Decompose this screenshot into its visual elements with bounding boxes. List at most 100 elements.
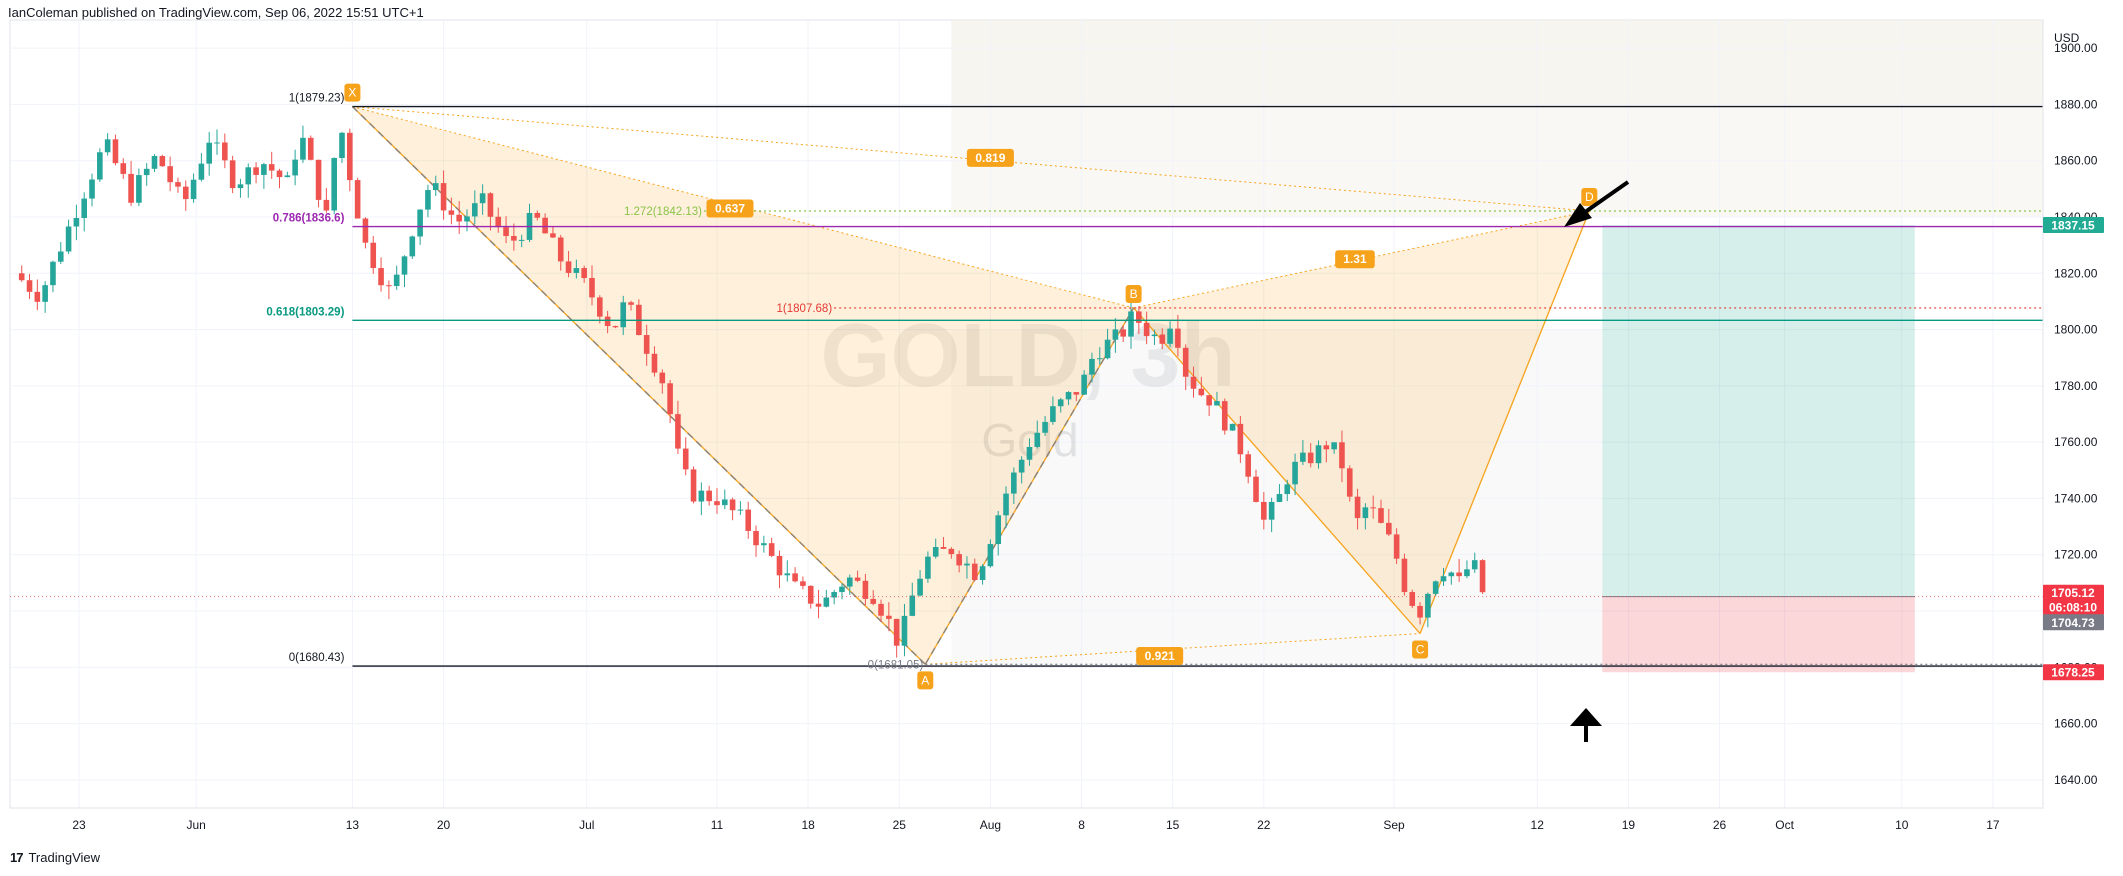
candle <box>823 589 830 608</box>
position-profit-zone <box>1602 225 1915 597</box>
candle-body <box>1339 442 1345 469</box>
candle <box>1300 440 1306 466</box>
symbol-watermark: GOLD, 3h <box>820 306 1235 406</box>
candle-body <box>1417 605 1423 618</box>
candle-body <box>253 167 259 175</box>
candle <box>1018 456 1025 484</box>
candle <box>565 250 572 278</box>
candle-body <box>1143 322 1150 337</box>
candle <box>128 160 134 207</box>
candle <box>1471 552 1478 573</box>
pattern-point-c: C <box>1416 643 1425 657</box>
candle-body <box>761 543 767 546</box>
candle <box>737 501 744 515</box>
candle <box>846 574 853 595</box>
candle-body <box>550 233 556 238</box>
fib-level-label: 0.786(1836.6) <box>273 213 345 225</box>
price-tick-label: 1780.00 <box>2054 379 2098 393</box>
candle-body <box>1003 493 1009 516</box>
candle-body <box>1190 376 1197 389</box>
candle-body <box>901 615 908 646</box>
candle-body <box>1315 445 1322 464</box>
candle-body <box>370 242 377 269</box>
candle <box>1284 479 1291 502</box>
candle-body <box>315 159 322 200</box>
candle <box>190 173 197 203</box>
candle <box>597 295 603 324</box>
price-label-box <box>2043 217 2104 234</box>
candle <box>643 324 650 366</box>
candle-body <box>448 210 455 215</box>
ratio-box <box>966 148 1014 167</box>
candle <box>1464 560 1470 579</box>
price-label-box <box>2043 598 2104 615</box>
candle-body <box>862 580 869 599</box>
candle-body <box>557 237 564 262</box>
candle <box>1362 503 1369 530</box>
candle-body <box>1081 374 1087 395</box>
pattern-leg-cd <box>1419 210 1590 634</box>
candle <box>550 226 556 238</box>
candle-body <box>1261 501 1267 520</box>
candle <box>1401 553 1408 596</box>
candle <box>18 265 25 282</box>
candle-body <box>667 383 673 415</box>
candle <box>761 535 767 553</box>
candle-body <box>229 160 236 189</box>
candle <box>409 235 416 259</box>
candle <box>253 162 259 184</box>
candle <box>307 135 314 161</box>
brand-name[interactable]: TradingView <box>28 850 101 865</box>
candle-body <box>659 372 666 384</box>
fib-level-label: 0(1680.43) <box>289 652 345 664</box>
candle <box>604 310 611 334</box>
candle-body <box>956 554 962 566</box>
ratio-box <box>1136 647 1184 666</box>
candle-body <box>300 137 306 160</box>
candle-body <box>1104 339 1111 359</box>
candle-body <box>886 615 892 619</box>
candle-body <box>565 261 572 273</box>
candle-body <box>323 199 330 211</box>
time-tick-label: 17 <box>1986 818 2000 832</box>
pattern-point-box-d <box>1581 188 1598 207</box>
candle-body <box>268 164 275 171</box>
candle-body <box>597 297 603 317</box>
candle-body <box>831 592 837 598</box>
candle <box>1276 484 1283 503</box>
candle <box>1323 440 1330 463</box>
candle <box>1073 392 1080 401</box>
candle <box>1034 420 1041 449</box>
candle-body <box>1112 329 1119 340</box>
candle-body <box>97 152 103 180</box>
candle-body <box>432 183 439 191</box>
candle <box>1245 450 1251 484</box>
candle <box>628 300 634 311</box>
pattern-point-box-c <box>1412 640 1429 659</box>
tradingview-logo[interactable]: 17 <box>10 850 24 865</box>
candle-body <box>870 598 877 604</box>
candle-body <box>854 577 861 581</box>
price-tick-label: 1880.00 <box>2054 97 2098 111</box>
candle <box>1089 352 1095 383</box>
candle-body <box>182 186 189 200</box>
time-tick-label: 10 <box>1895 818 1909 832</box>
candle <box>354 177 361 219</box>
price-tick-label: 1820.00 <box>2054 266 2098 280</box>
candle <box>932 538 939 559</box>
candle-body <box>909 595 916 616</box>
candle-body <box>768 543 775 556</box>
candle-body <box>1167 328 1173 344</box>
candle-body <box>839 586 845 593</box>
candle <box>518 234 525 248</box>
candle-body <box>1245 454 1251 477</box>
candle <box>940 537 947 550</box>
candle-body <box>1018 459 1025 473</box>
candle-body <box>18 273 25 281</box>
candle <box>917 570 923 597</box>
candle <box>1182 344 1189 391</box>
pattern-point-x: X <box>348 86 356 100</box>
candle <box>511 223 517 251</box>
candle-body <box>1323 445 1330 450</box>
